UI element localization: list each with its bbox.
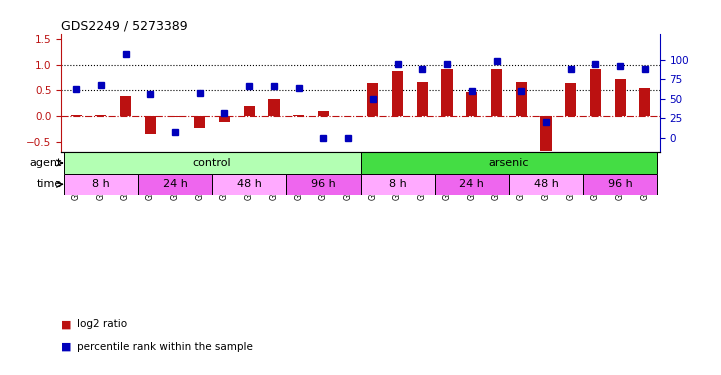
- Bar: [565, 83, 576, 116]
- Bar: [169, 116, 180, 117]
- Bar: [491, 69, 502, 116]
- Text: 48 h: 48 h: [534, 179, 558, 189]
- Bar: [360, 174, 435, 195]
- Text: 96 h: 96 h: [311, 179, 336, 189]
- Bar: [466, 92, 477, 116]
- Bar: [219, 116, 230, 122]
- Bar: [516, 82, 527, 116]
- Bar: [145, 116, 156, 134]
- Text: agent: agent: [30, 158, 62, 168]
- Text: 8 h: 8 h: [389, 179, 407, 189]
- Bar: [435, 174, 509, 195]
- Bar: [212, 174, 286, 195]
- Bar: [392, 71, 403, 116]
- Bar: [71, 115, 81, 116]
- Bar: [417, 82, 428, 116]
- Bar: [590, 69, 601, 116]
- Text: GDS2249 / 5273389: GDS2249 / 5273389: [61, 20, 188, 33]
- Bar: [95, 115, 107, 116]
- Bar: [194, 116, 205, 128]
- Bar: [509, 174, 583, 195]
- Text: 8 h: 8 h: [92, 179, 110, 189]
- Bar: [293, 115, 304, 116]
- Text: 96 h: 96 h: [608, 179, 632, 189]
- Bar: [286, 174, 360, 195]
- Bar: [640, 88, 650, 116]
- Text: ■: ■: [61, 342, 72, 352]
- Bar: [63, 152, 360, 174]
- Text: ■: ■: [61, 320, 72, 329]
- Text: 48 h: 48 h: [236, 179, 262, 189]
- Text: arsenic: arsenic: [489, 158, 529, 168]
- Bar: [318, 111, 329, 116]
- Bar: [541, 116, 552, 151]
- Bar: [63, 174, 138, 195]
- Bar: [120, 96, 131, 116]
- Text: 24 h: 24 h: [459, 179, 485, 189]
- Bar: [360, 152, 658, 174]
- Bar: [268, 99, 280, 116]
- Text: log2 ratio: log2 ratio: [77, 320, 128, 329]
- Bar: [244, 106, 255, 116]
- Text: 24 h: 24 h: [163, 179, 187, 189]
- Bar: [138, 174, 212, 195]
- Bar: [367, 83, 379, 116]
- Text: control: control: [193, 158, 231, 168]
- Bar: [614, 79, 626, 116]
- Text: time: time: [37, 179, 62, 189]
- Bar: [583, 174, 658, 195]
- Bar: [441, 69, 453, 116]
- Text: percentile rank within the sample: percentile rank within the sample: [77, 342, 253, 352]
